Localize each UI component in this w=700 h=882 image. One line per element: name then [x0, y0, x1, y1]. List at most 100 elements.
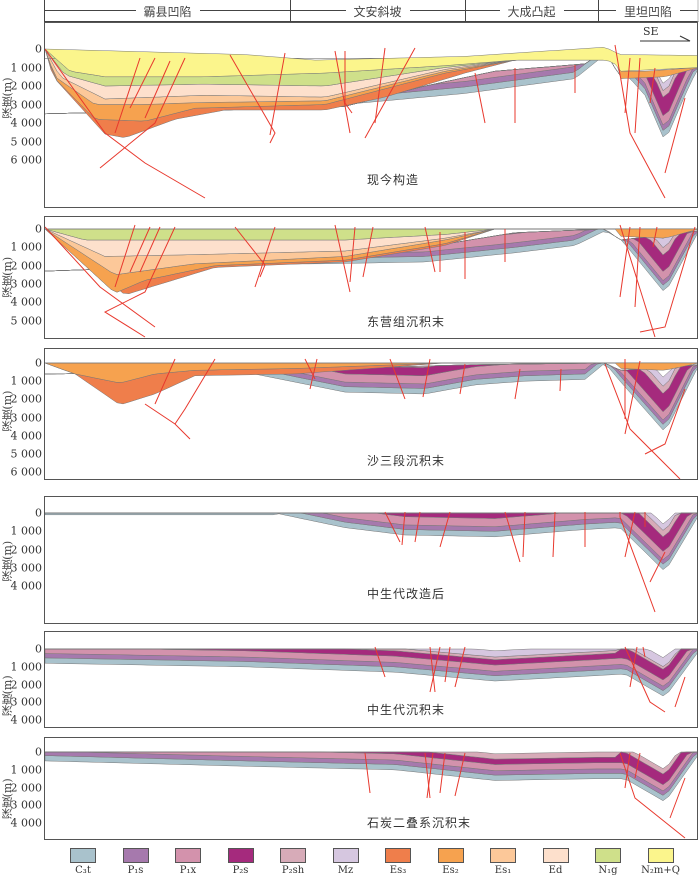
depth-tick-label: 0	[35, 222, 42, 236]
fault-line	[504, 511, 521, 563]
depth-tick-label: 1 000	[10, 660, 43, 674]
legend-item: P₂sh	[269, 848, 317, 876]
region-header: 霸县凹陷 文安斜坡 大成凸起 里坦凹陷	[44, 0, 699, 22]
fault-line	[619, 512, 656, 613]
legend-swatch	[70, 848, 96, 863]
depth-tick-label: 3 000	[10, 798, 43, 812]
layer-Es2	[45, 362, 697, 371]
fault-line	[129, 57, 156, 109]
fault-line	[334, 224, 351, 293]
depth-tick-label: 0	[35, 642, 42, 656]
depth-tick-label: 5 000	[10, 447, 43, 461]
direction-label: SE	[643, 25, 659, 38]
legend-label: C₃t	[75, 865, 91, 876]
fault-line	[174, 358, 216, 425]
fault-line	[454, 752, 466, 797]
depth-axis-title: 深度(m)	[1, 390, 14, 432]
depth-tick-label: 4 000	[10, 579, 43, 593]
depth-tick-label: 4 000	[10, 429, 43, 443]
depth-tick-label: 0	[35, 506, 42, 520]
depth-tick-label: 1 000	[10, 240, 43, 254]
fault-line	[229, 54, 276, 144]
fault-line	[664, 97, 686, 174]
region-baxian: 霸县凹陷	[45, 0, 290, 21]
fault-line	[374, 646, 386, 678]
legend-label: Ed	[548, 865, 563, 876]
legend-swatch	[122, 848, 149, 863]
section-drawing	[45, 224, 697, 338]
legend-swatch	[437, 848, 464, 863]
fault-line	[364, 752, 371, 794]
fault-line	[99, 57, 186, 169]
depth-tick-label: 4 000	[10, 295, 43, 309]
stage-label: 东营组沉积末	[367, 315, 446, 329]
fault-line	[522, 511, 526, 558]
fault-line	[649, 551, 666, 583]
fault-line	[254, 226, 276, 288]
legend-item: P₁s	[112, 848, 160, 876]
depth-tick-label: 2 000	[10, 392, 43, 406]
fault-line	[269, 52, 286, 136]
fault-line	[629, 646, 638, 688]
fault-line	[624, 511, 636, 558]
section-panel: 东营组沉积末	[44, 216, 698, 339]
fault-line	[364, 47, 416, 139]
depth-tick-label: 0	[35, 356, 42, 370]
fault-line	[514, 368, 521, 400]
depth-axis-title: 深度(m)	[1, 675, 14, 717]
fault-line	[234, 226, 266, 278]
legend-item: P₁x	[164, 848, 212, 876]
layer-Mz	[45, 512, 697, 531]
fault-line	[624, 360, 641, 435]
fault-line	[634, 57, 641, 134]
depth-tick-label: 1 000	[10, 763, 43, 777]
fault-line	[644, 388, 686, 455]
stage-label: 中生代改造后	[367, 587, 446, 601]
depth-axis-title: 深度(m)	[1, 256, 14, 298]
stage-label: 沙三段沉积末	[367, 454, 446, 468]
section-panel: 中生代改造后	[44, 496, 698, 624]
fault-line	[439, 752, 446, 794]
legend-swatch	[542, 848, 569, 863]
fault-line	[624, 57, 631, 114]
depth-tick-label: 3 000	[10, 277, 43, 291]
fault-line	[559, 368, 562, 392]
stage-label: 石炭二叠系沉积末	[367, 816, 472, 830]
region-litan: 里坦凹陷	[598, 0, 698, 21]
fault-line	[649, 67, 656, 104]
depth-tick-label: 4 000	[10, 713, 43, 727]
fault-line	[429, 646, 441, 693]
fault-line	[114, 224, 136, 288]
region-label: 大成凸起	[499, 3, 564, 20]
legend-item: Ed	[532, 848, 580, 876]
fault-line	[144, 403, 191, 440]
section-panel: 中生代沉积末	[44, 631, 698, 728]
fault-line	[624, 752, 631, 789]
depth-tick-label: 2 000	[10, 79, 43, 93]
legend-label: Es₃	[389, 865, 407, 876]
depth-tick-label: 0	[35, 42, 42, 56]
legend-swatch	[595, 848, 621, 863]
region-dacheng: 大成凸起	[465, 0, 598, 21]
depth-tick-label: 2 000	[10, 781, 43, 795]
section-panel: 沙三段沉积末	[44, 348, 698, 480]
fault-line	[144, 60, 171, 119]
legend-label: P₂s	[232, 865, 249, 876]
depth-tick-label: 3 000	[10, 411, 43, 425]
legend-item: P₂s	[217, 848, 265, 876]
fault-line	[459, 363, 466, 395]
section-drawing	[45, 35, 697, 199]
fault-line	[45, 48, 206, 199]
depth-axis-title: 深度(m)	[1, 540, 14, 582]
fault-line	[674, 676, 686, 708]
fault-line	[362, 226, 374, 278]
legend-label: Es₂	[442, 865, 459, 876]
depth-axis: 0 1 000 2 000 3 000 4 000 5 000 深度(m)	[0, 216, 44, 339]
legend-swatch	[385, 848, 411, 863]
region-label: 文安斜坡	[345, 3, 410, 20]
layer-N2mQ	[45, 47, 697, 78]
fault-line	[424, 752, 431, 799]
legend-swatch	[280, 848, 306, 863]
legend-label: P₁s	[127, 865, 144, 876]
fault-line	[634, 752, 641, 779]
